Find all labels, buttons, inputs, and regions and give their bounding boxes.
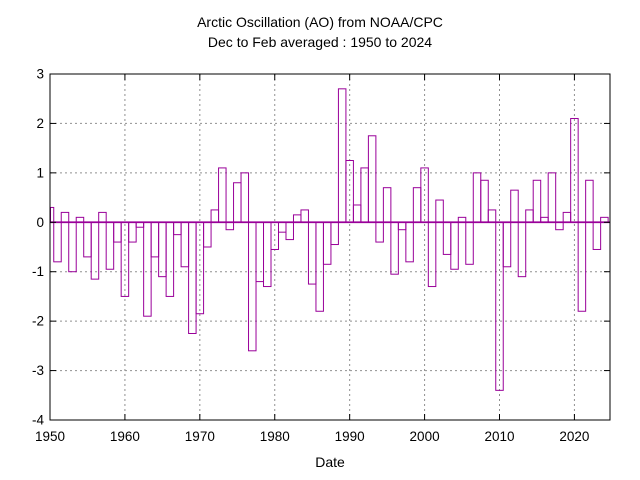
bar-1974 [225,221,235,231]
x-tick-label-2020: 2020 [559,429,589,444]
bar-2013 [517,221,527,278]
x-tick-label-1980: 1980 [260,429,290,444]
bar-2012 [510,189,519,223]
bar-1969 [188,221,197,335]
y-tick-label-1: 1 [36,165,44,180]
x-tick-label-1990: 1990 [335,429,365,444]
bar-1978 [255,221,265,283]
y-tick-label--4: -4 [32,413,44,428]
x-tick-label-2010: 2010 [484,429,514,444]
bar-1951 [53,221,62,263]
bar-2007 [472,172,482,223]
bar-2006 [465,221,474,265]
bar-2011 [502,221,512,268]
bar-1956 [90,221,100,280]
bar-1953 [68,221,77,273]
bar-1972 [210,209,220,223]
bar-2002 [435,199,444,223]
bar-1987 [322,221,332,265]
x-axis-label: Date [315,454,345,470]
bar-1975 [233,182,242,223]
bar-1986 [315,221,324,312]
bar-2014 [525,209,534,223]
bar-1971 [203,221,212,248]
bar-2004 [450,221,459,270]
bar-1983 [292,214,302,223]
x-tick-label-2000: 2000 [410,429,440,444]
bar-1989 [337,88,347,223]
plot-border [49,73,611,421]
bar-1952 [60,211,70,223]
bar-2015 [532,179,542,223]
bar-1998 [405,221,414,263]
bar-1999 [412,187,422,223]
bar-2009 [487,209,497,223]
bar-1992 [360,167,369,223]
x-tick-label-1970: 1970 [185,429,215,444]
bar-1995 [382,187,392,223]
bar-1996 [390,221,399,275]
bar-1982 [285,221,294,241]
bar-1994 [375,221,384,243]
bar-2019 [562,211,572,223]
bar-2023 [592,221,602,250]
y-tick-label-0: 0 [36,215,44,230]
bar-1958 [105,221,115,270]
bar-1981 [277,221,287,233]
bar-2008 [480,179,489,223]
bar-2001 [427,221,437,288]
bar-1979 [263,221,272,288]
y-tick-label-3: 3 [36,67,44,82]
bar-1968 [180,221,190,268]
bar-1977 [248,221,257,352]
bar-2018 [555,221,564,231]
chart-subtitle: Dec to Feb averaged : 1950 to 2024 [207,34,433,50]
y-tick-label--3: -3 [32,363,44,378]
bar-1985 [307,221,317,285]
bar-1997 [397,221,407,231]
bar-1957 [98,211,107,223]
bar-1966 [165,221,175,297]
bar-2022 [585,179,594,223]
bar-1993 [367,135,377,223]
x-tick-label-1960: 1960 [110,429,140,444]
bar-1976 [240,172,250,223]
bar-2003 [442,221,452,255]
bar-2021 [577,221,587,312]
bar-1955 [83,221,92,258]
bar-1991 [352,204,362,223]
x-tick-label-1950: 1950 [35,429,65,444]
bar-1964 [150,221,160,258]
chart-title: Arctic Oscillation (AO) from NOAA/CPC [197,14,443,30]
bar-1963 [143,221,152,317]
bar-1973 [218,167,227,223]
y-tick-label--1: -1 [32,264,44,279]
bar-1959 [113,221,122,243]
bar-1950 [50,206,55,223]
y-tick-label--2: -2 [32,314,44,329]
bar-2017 [547,172,557,223]
y-tick-label-2: 2 [36,116,44,131]
bar-1988 [330,221,339,246]
bar-1961 [128,221,137,243]
bar-1967 [173,221,182,236]
bar-1984 [300,209,309,223]
bar-1965 [158,221,167,278]
